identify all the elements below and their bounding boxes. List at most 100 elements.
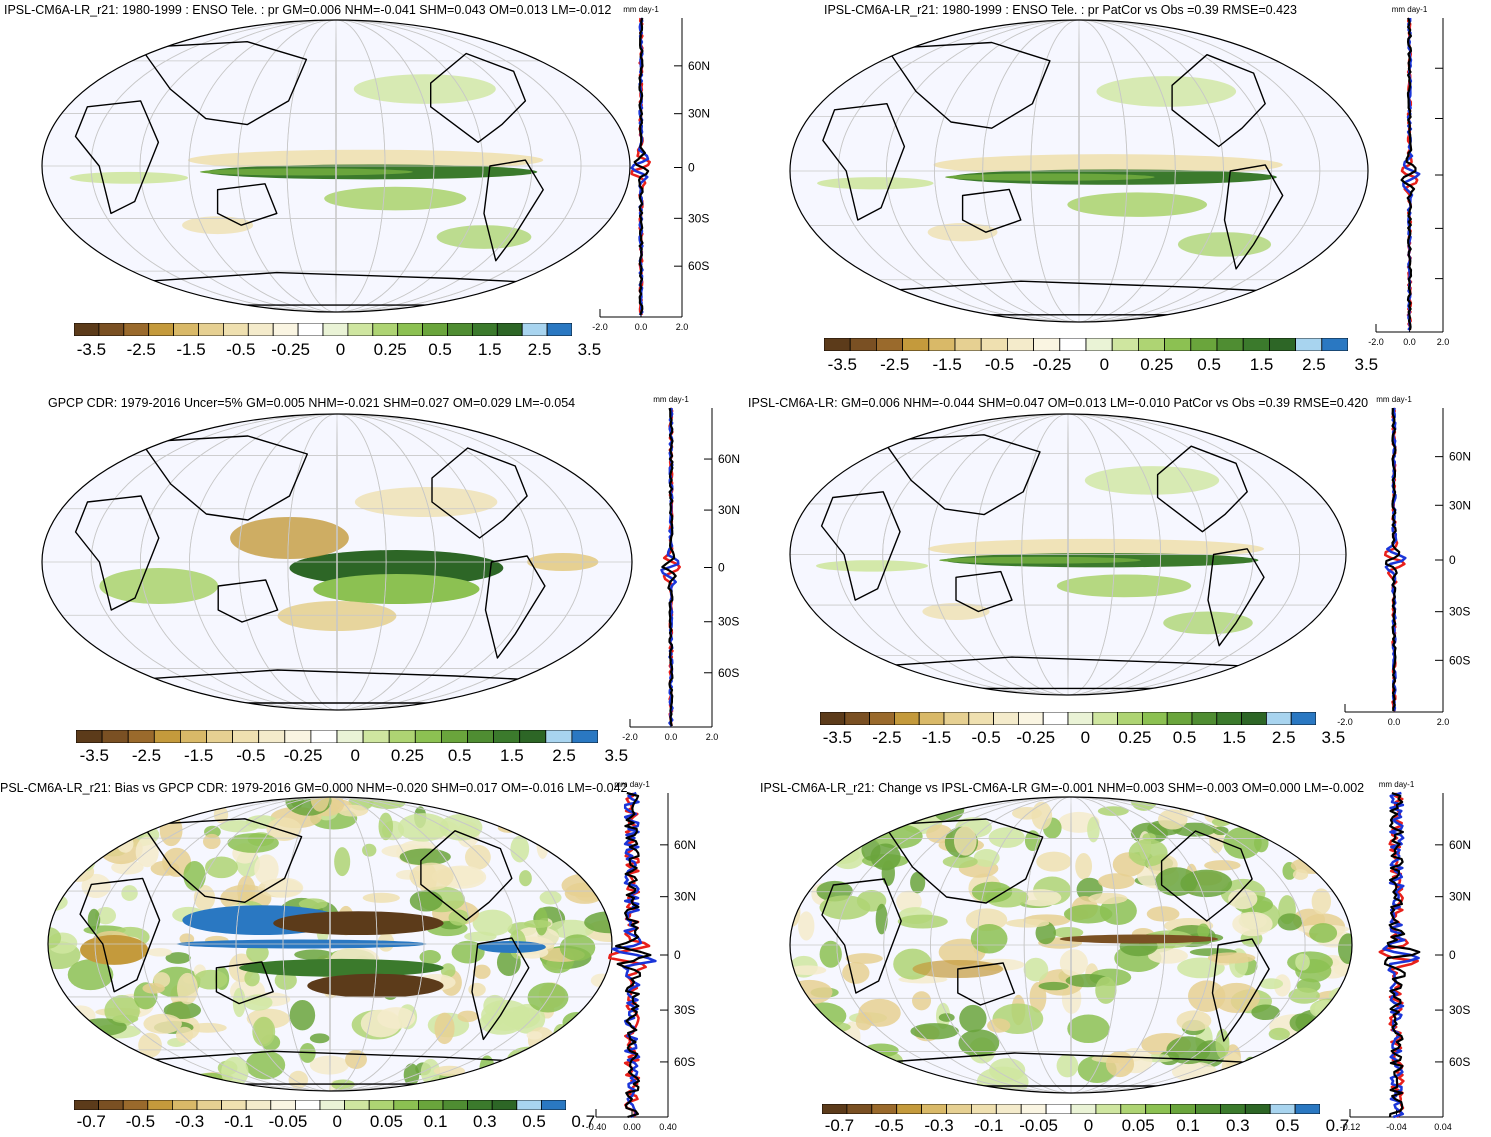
colorbar-tick-label: -0.3 xyxy=(174,1112,205,1131)
zonal-x-tick-label: -2.0 xyxy=(1337,717,1353,727)
colorbar-tick-label: 2.5 xyxy=(1271,728,1296,747)
colorbar-tick-label: -0.5 xyxy=(226,340,256,359)
colorbar-swatch xyxy=(123,323,150,336)
colorbar-swatch xyxy=(1070,1104,1097,1114)
zonal-unit-label: mm day-1 xyxy=(653,395,689,404)
zonal-profile-line xyxy=(611,791,657,1119)
latitude-tick-label: 60S xyxy=(674,1055,695,1069)
colorbar-swatch xyxy=(1059,338,1087,351)
zonal-x-tick-label: 2.0 xyxy=(1437,337,1450,347)
colorbar-tick-label: 0.3 xyxy=(1226,1116,1250,1135)
colorbar-swatch xyxy=(545,730,573,743)
panel-title: IPSL-CM6A-LR_r21: 1980-1999 : ENSO Tele.… xyxy=(4,3,612,17)
world-map xyxy=(789,413,1347,696)
zonal-x-tick-label: 0.00 xyxy=(623,1122,641,1132)
colorbar-tick-label: -1.5 xyxy=(932,355,962,374)
colorbar-tick-label: -0.5 xyxy=(236,746,266,765)
colorbar-swatch xyxy=(284,730,312,743)
colorbar-swatch xyxy=(954,338,982,351)
zonal-profile-line xyxy=(1378,792,1419,1119)
zonal-x-tick-label: 0.04 xyxy=(1434,1122,1452,1132)
colorbar-swatch xyxy=(571,730,598,743)
panel-title: IPSL-CM6A-LR_r21: Change vs IPSL-CM6A-LR… xyxy=(760,781,1365,795)
colorbar-swatch xyxy=(540,1100,566,1110)
world-map xyxy=(789,796,1353,1094)
colorbar-swatch xyxy=(1170,1104,1196,1114)
colorbar-swatch xyxy=(1191,712,1218,725)
colorbar-tick-label: -0.25 xyxy=(1016,728,1056,747)
colorbar-tick-label: -0.5 xyxy=(125,1112,156,1131)
colorbar-swatch xyxy=(1321,338,1348,351)
colorbar-swatch xyxy=(270,1100,296,1110)
colorbar-swatch xyxy=(1111,338,1139,351)
colorbar-swatch xyxy=(824,338,851,351)
colorbar-tick-label: 0 xyxy=(335,340,346,359)
latitude-tick-label: 0 xyxy=(688,161,695,175)
zonal-x-tick-label: -0.04 xyxy=(1386,1122,1407,1132)
colorbar-tick-label: -2.5 xyxy=(131,746,162,765)
colorbar-swatch xyxy=(849,338,877,351)
colorbar-swatch xyxy=(1190,338,1218,351)
colorbar-swatch xyxy=(247,323,274,336)
colorbar-tick-label: 1.5 xyxy=(1222,728,1246,747)
colorbar-swatch xyxy=(1020,1104,1047,1114)
colorbar-swatch xyxy=(1137,338,1165,351)
colorbar-tick-label: 2.5 xyxy=(552,746,576,765)
colorbar-swatch xyxy=(173,323,199,336)
colorbar-tick-label: -0.1 xyxy=(224,1112,254,1131)
colorbar-swatch xyxy=(1067,712,1094,725)
colorbar-tick-label: 0 xyxy=(1080,728,1091,747)
colorbar-swatch xyxy=(1017,712,1044,725)
world-map xyxy=(41,413,633,711)
colorbar-swatch xyxy=(344,1100,370,1110)
colorbar-swatch xyxy=(943,712,970,725)
colorbar-tick-label: 0.5 xyxy=(522,1112,546,1131)
zonal-x-tick-label: 0.40 xyxy=(659,1122,677,1132)
colorbar-swatch xyxy=(272,323,299,336)
colorbar-swatch xyxy=(310,730,338,743)
zonal-profile-line xyxy=(1400,17,1417,331)
colorbar-tick-label: -0.5 xyxy=(984,355,1015,374)
colorbar-tick-label: 0.5 xyxy=(1197,355,1221,374)
colorbar-swatch xyxy=(98,323,125,336)
colorbar-swatch xyxy=(521,323,548,336)
colorbar-tick-label: 0.5 xyxy=(428,340,452,359)
latitude-tick-label: 30S xyxy=(718,615,739,629)
latitude-tick-label: 30N xyxy=(674,890,696,904)
colorbar-tick-label: -2.5 xyxy=(126,340,156,359)
colorbar xyxy=(74,1100,566,1110)
colorbar-swatch xyxy=(902,338,930,351)
colorbar-swatch xyxy=(844,712,870,725)
colorbar-swatch xyxy=(297,323,324,336)
colorbar-swatch xyxy=(1269,1104,1296,1114)
colorbar xyxy=(74,323,572,336)
panel-title: IPSL-CM6A-LR: GM=0.006 NHM=-0.044 SHM=0.… xyxy=(748,396,1369,410)
colorbar-swatch xyxy=(319,1100,346,1110)
panel-title: GPCP CDR: 1979-2016 Uncer=5% GM=0.005 NH… xyxy=(48,396,576,410)
colorbar-tick-label: 0.5 xyxy=(1275,1116,1300,1135)
colorbar-tick-label: -0.25 xyxy=(1032,355,1072,374)
zonal-x-tick-label: -0.12 xyxy=(1340,1122,1360,1132)
colorbar-tick-label: 0.3 xyxy=(472,1112,497,1131)
colorbar-tick-label: -3.5 xyxy=(76,340,107,359)
latitude-tick-label: 30N xyxy=(688,107,710,121)
colorbar-swatch xyxy=(1294,1104,1320,1114)
zonal-unit-label: mm day-1 xyxy=(614,780,650,789)
colorbar-swatch xyxy=(388,730,416,743)
colorbar-swatch xyxy=(206,730,234,743)
colorbar xyxy=(824,338,1348,351)
colorbar-swatch xyxy=(1241,712,1267,725)
world-map xyxy=(47,796,613,1092)
colorbar-swatch xyxy=(172,1100,198,1110)
latitude-tick-label: 30S xyxy=(1449,605,1470,619)
colorbar-swatch xyxy=(198,323,224,336)
colorbar-swatch xyxy=(546,323,572,336)
colorbar-tick-label: 3.5 xyxy=(604,746,629,765)
colorbar-swatch xyxy=(422,323,448,336)
colorbar-swatch xyxy=(467,1100,493,1110)
zonal-mean-plot: mm day-1 60N 30N 0 30S 60S -0.40 0.00 0.40 xyxy=(586,780,696,1132)
zonal-unit-label: mm day-1 xyxy=(1392,5,1428,14)
colorbar-swatch xyxy=(1006,338,1034,351)
colorbar-swatch xyxy=(397,323,424,336)
zonal-unit-label: mm day-1 xyxy=(1379,780,1415,789)
